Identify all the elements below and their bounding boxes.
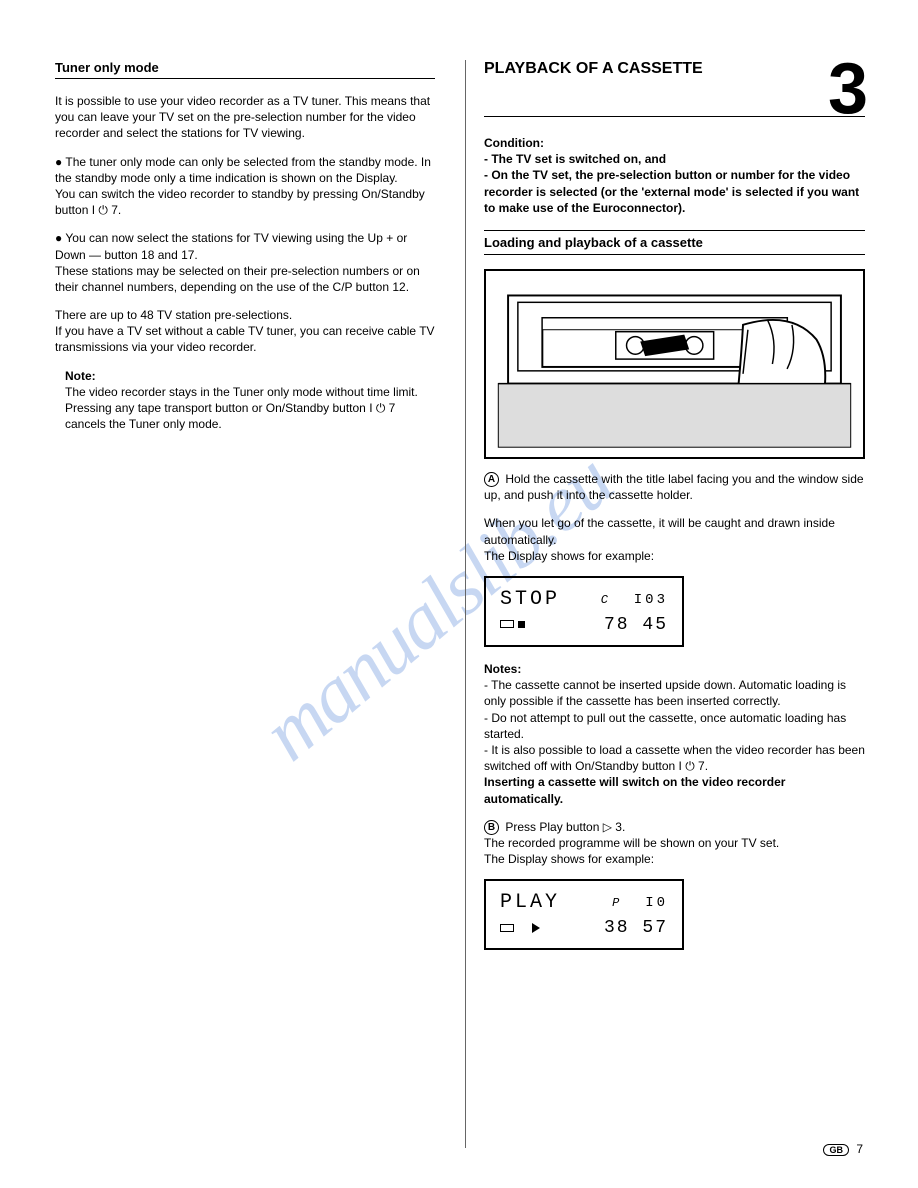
note-label: Note: [65,369,96,383]
tuner-select-para: You can now select the stations for TV v… [55,230,435,295]
lcd2-counter: 38 57 [604,918,668,938]
chapter-number: 3 [828,48,865,130]
play-icon [532,923,540,933]
lcd-display-play: PLAY P I0 38 57 [484,879,684,950]
note-2-text: - Do not attempt to pull out the cassett… [484,711,846,741]
tape-icon [500,620,514,628]
lcd1-row2: 78 45 [500,615,668,635]
page-number: 7 [856,1142,863,1156]
lcd2-row1: PLAY P I0 [500,891,668,914]
notes-label: Notes: [484,662,521,676]
lcd2-row2: 38 57 [500,918,668,938]
tuner-intro-para: It is possible to use your video recorde… [55,93,435,142]
display-example-2-label: The Display shows for example: [484,852,654,866]
right-column: PLAYBACK OF A CASSETTE 3 Condition: - Th… [465,60,865,1148]
display-example-1-label: The Display shows for example: [484,549,654,563]
tuner-cable-text: If you have a TV set without a cable TV … [55,324,435,354]
notes-block: Notes: - The cassette cannot be inserted… [484,661,865,807]
cassette-svg [486,271,863,457]
tuner-mode-heading: Tuner only mode [55,60,435,79]
tuner-select-text: You can now select the stations for TV v… [55,231,407,261]
page-container: Tuner only mode It is possible to use yo… [0,0,918,1188]
condition-1: - The TV set is switched on, and [484,152,666,166]
step-b-text: Press Play button ▷ 3. [505,820,625,834]
note-text: The video recorder stays in the Tuner on… [65,385,418,431]
stop-icon [518,621,525,628]
step-a-text: Hold the cassette with the title label f… [484,472,864,502]
note-4-text: Inserting a cassette will switch on the … [484,775,785,805]
auto-load-text: When you let go of the cassette, it will… [484,516,835,546]
step-b-marker: B [484,820,499,835]
gb-badge: GB [823,1144,849,1156]
tuner-stations-para: There are up to 48 TV station pre-select… [55,307,435,356]
bullet-icon [55,155,65,169]
bullet-icon [55,231,65,245]
playback-heading: PLAYBACK OF A CASSETTE [484,60,703,78]
lcd2-play-text: PLAY [500,891,560,914]
note-1-text: - The cassette cannot be inserted upside… [484,678,846,708]
tuner-standby-para: The tuner only mode can only be selected… [55,154,435,219]
left-column: Tuner only mode It is possible to use yo… [55,60,435,1148]
page-footer: GB 7 [823,1142,863,1156]
condition-label: Condition: [484,136,544,150]
tuner-standby-text: The tuner only mode can only be selected… [55,155,431,185]
tape-icon [500,924,514,932]
cassette-illustration [484,269,865,459]
tuner-48-text: There are up to 48 TV station pre-select… [55,308,292,322]
step-a-marker: A [484,472,499,487]
lcd1-row1: STOP C I03 [500,588,668,611]
chapter-title-row: PLAYBACK OF A CASSETTE 3 [484,60,865,117]
auto-load-para: When you let go of the cassette, it will… [484,515,865,564]
condition-block: Condition: - The TV set is switched on, … [484,135,865,216]
lcd-display-stop: STOP C I03 78 45 [484,576,684,647]
loading-subheading: Loading and playback of a cassette [484,230,865,255]
tuner-standby-switch-text: You can switch the video recorder to sta… [55,187,425,217]
lcd1-channel: I03 [634,592,668,608]
note-3-text: - It is also possible to load a cassette… [484,743,865,773]
step-b-para: B Press Play button ▷ 3. The recorded pr… [484,819,865,868]
lcd2-preset: I0 [645,895,668,911]
tuner-preselect-text: These stations may be selected on their … [55,264,420,294]
condition-2: - On the TV set, the pre-selection butto… [484,168,859,214]
lcd2-p-label: P [612,896,622,910]
recorded-prog-text: The recorded programme will be shown on … [484,836,779,850]
lcd1-counter: 78 45 [604,615,668,635]
lcd1-c-label: C [601,593,611,607]
lcd1-stop-text: STOP [500,588,560,611]
step-a-para: A Hold the cassette with the title label… [484,471,865,504]
tuner-note-block: Note: The video recorder stays in the Tu… [55,368,435,433]
